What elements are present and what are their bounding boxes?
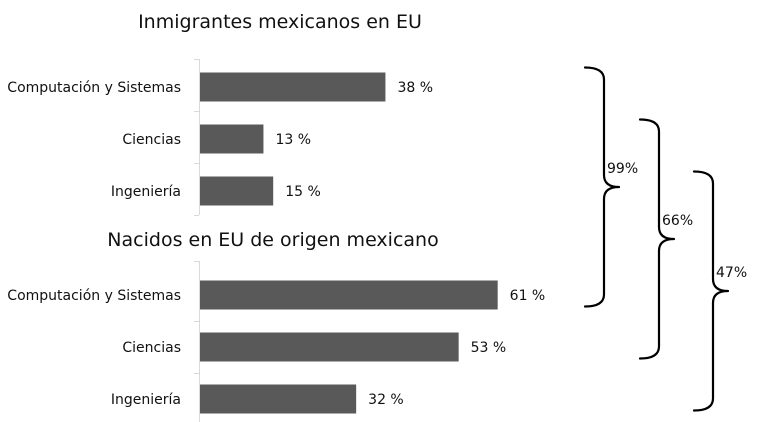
bar (200, 72, 386, 102)
category-label: Ciencias (122, 132, 181, 148)
chart-title: Nacidos en EU de origen mexicano (107, 229, 438, 251)
category-label: Ingeniería (111, 184, 181, 200)
comparison-label: 66% (662, 213, 693, 229)
data-label: 13 % (275, 132, 311, 148)
data-label: 38 % (397, 80, 433, 96)
data-label: 32 % (368, 392, 404, 408)
data-label: 15 % (285, 184, 321, 200)
bar (200, 280, 498, 310)
bar (200, 332, 459, 362)
data-label: 61 % (510, 288, 546, 304)
bar (200, 384, 357, 414)
comparison-brace (692, 170, 730, 412)
category-label: Ingeniería (111, 392, 181, 408)
bar (200, 124, 264, 154)
bar-chart-panel: Nacidos en EU de origen mexicano Computac… (7, 229, 545, 422)
category-label: Computación y Sistemas (7, 80, 181, 96)
category-label: Computación y Sistemas (7, 288, 181, 304)
chart-title: Inmigrantes mexicanos en EU (138, 11, 422, 33)
comparison-brace (638, 118, 676, 360)
data-label: 53 % (471, 340, 507, 356)
bar-chart-panel: Inmigrantes mexicanos en EU Computación y… (7, 11, 433, 216)
comparison-label: 47% (716, 265, 747, 281)
category-label: Ciencias (122, 340, 181, 356)
comparison-brace (583, 66, 621, 308)
bar (200, 176, 274, 206)
comparison-label: 99% (607, 161, 638, 177)
